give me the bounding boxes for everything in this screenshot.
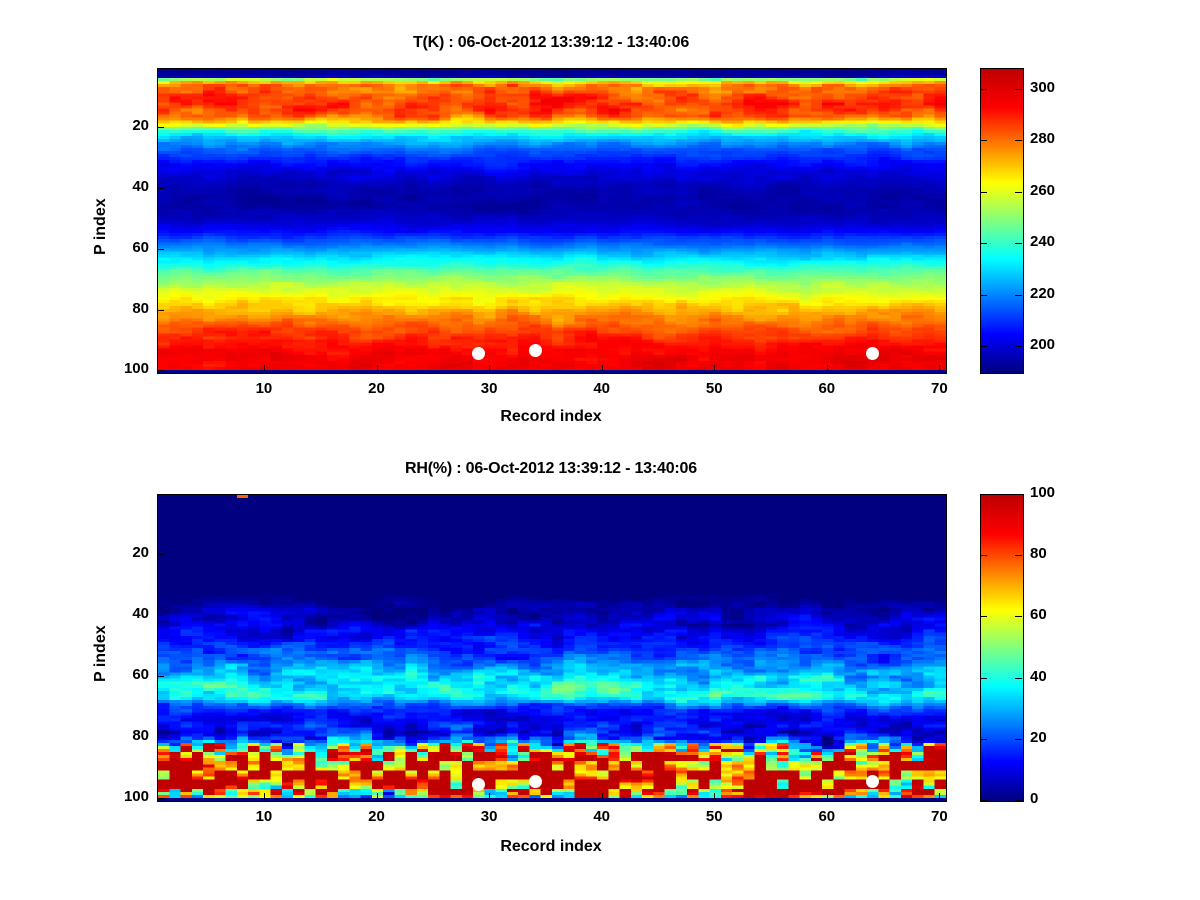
humidity-y-axis-label: P index <box>92 625 109 682</box>
colorbar-tick-label: 100 <box>1030 484 1056 501</box>
x-tick-mark <box>263 793 265 800</box>
colorbar-tick-mark <box>1015 738 1022 740</box>
x-tick-mark <box>826 365 828 372</box>
y-tick-label: 60 <box>132 666 149 684</box>
colorbar-tick-mark <box>980 555 987 557</box>
colorbar-tick-mark <box>1015 346 1022 348</box>
colorbar-tick-mark <box>1015 555 1022 557</box>
colorbar-tick-mark <box>980 88 987 90</box>
x-tick-label: 40 <box>593 380 610 397</box>
y-tick-label: 60 <box>132 238 149 256</box>
x-tick-label: 50 <box>705 808 723 825</box>
humidity-colorbar <box>980 494 1024 802</box>
y-tick-mark <box>157 798 164 800</box>
y-tick-label: 20 <box>132 543 149 561</box>
temperature-colorbar-gradient <box>981 69 1023 373</box>
y-tick-label: 80 <box>132 727 149 745</box>
x-tick-mark <box>601 793 603 800</box>
colorbar-tick-label: 220 <box>1030 284 1056 302</box>
colorbar-tick-label: 280 <box>1030 130 1056 148</box>
colorbar-tick-label: 200 <box>1030 336 1056 354</box>
colorbar-tick-label: 60 <box>1030 606 1047 624</box>
colorbar-tick-mark <box>1015 294 1022 296</box>
colorbar-tick-label: 40 <box>1030 667 1047 685</box>
colorbar-tick-label: 80 <box>1030 545 1047 563</box>
colorbar-tick-label: 20 <box>1030 728 1047 746</box>
humidity-heatmap-image <box>158 495 946 801</box>
x-tick-label: 70 <box>931 380 948 397</box>
x-tick-mark <box>714 793 716 800</box>
colorbar-tick-mark <box>980 616 987 618</box>
temperature-x-axis-label: Record index <box>500 408 602 425</box>
colorbar-tick-mark <box>980 677 987 679</box>
y-tick-label: 40 <box>132 604 149 622</box>
colorbar-tick-label: 0 <box>1030 790 1039 807</box>
temperature-heatmap-image <box>158 69 946 373</box>
temperature-plot-title: T(K) : 06-Oct-2012 13:39:12 - 13:40:06 <box>412 34 690 51</box>
y-tick-mark <box>157 370 164 372</box>
x-tick-mark <box>714 365 716 372</box>
x-tick-mark <box>939 793 941 800</box>
humidity-heatmap-axes <box>157 494 947 802</box>
x-tick-label: 10 <box>255 380 273 397</box>
y-tick-label: 80 <box>132 299 149 317</box>
x-tick-mark <box>376 793 378 800</box>
colorbar-tick-mark <box>1015 243 1022 245</box>
x-tick-mark <box>939 365 941 372</box>
x-tick-mark <box>489 365 491 372</box>
y-tick-label: 100 <box>123 788 149 806</box>
x-tick-label: 20 <box>368 808 385 825</box>
x-tick-mark <box>263 365 265 372</box>
colorbar-tick-mark <box>1015 494 1022 495</box>
colorbar-tick-mark <box>980 243 987 245</box>
colorbar-tick-label: 300 <box>1030 78 1056 96</box>
y-tick-mark <box>157 553 164 555</box>
x-tick-label: 10 <box>255 808 273 825</box>
x-tick-label: 40 <box>593 808 610 825</box>
y-tick-label: 20 <box>132 117 149 135</box>
colorbar-tick-mark <box>1015 800 1022 801</box>
x-tick-label: 30 <box>480 808 498 825</box>
colorbar-tick-label: 260 <box>1030 181 1056 199</box>
y-tick-mark <box>157 188 164 190</box>
temperature-heatmap-axes <box>157 68 947 374</box>
colorbar-tick-mark <box>1015 140 1022 142</box>
colorbar-tick-mark <box>1015 677 1022 679</box>
x-tick-mark <box>376 365 378 372</box>
colorbar-tick-mark <box>980 140 987 142</box>
x-tick-label: 70 <box>931 808 948 825</box>
humidity-plot-title: RH(%) : 06-Oct-2012 13:39:12 - 13:40:06 <box>405 460 697 477</box>
x-tick-label: 30 <box>480 380 498 397</box>
y-tick-mark <box>157 676 164 678</box>
colorbar-tick-mark <box>1015 616 1022 618</box>
colorbar-tick-mark <box>980 494 987 495</box>
x-tick-label: 50 <box>705 380 723 397</box>
colorbar-tick-mark <box>980 294 987 296</box>
y-tick-mark <box>157 127 164 129</box>
colorbar-tick-mark <box>980 191 987 193</box>
y-tick-mark <box>157 737 164 739</box>
colorbar-tick-mark <box>980 738 987 740</box>
y-tick-mark <box>157 309 164 311</box>
x-tick-mark <box>601 365 603 372</box>
colorbar-tick-label: 240 <box>1030 233 1056 251</box>
temperature-y-axis-label: P index <box>92 198 109 255</box>
colorbar-tick-mark <box>1015 191 1022 193</box>
y-tick-label: 100 <box>123 360 149 378</box>
humidity-colorbar-gradient <box>981 495 1023 801</box>
y-tick-mark <box>157 248 164 250</box>
temperature-colorbar <box>980 68 1024 374</box>
x-tick-mark <box>826 793 828 800</box>
colorbar-tick-mark <box>980 346 987 348</box>
y-tick-label: 40 <box>132 178 149 196</box>
humidity-x-axis-label: Record index <box>500 838 602 855</box>
x-tick-mark <box>489 793 491 800</box>
x-tick-label: 60 <box>818 808 836 825</box>
x-tick-label: 20 <box>368 380 385 397</box>
y-tick-mark <box>157 614 164 616</box>
colorbar-tick-mark <box>980 800 987 801</box>
colorbar-tick-mark <box>1015 88 1022 90</box>
x-tick-label: 60 <box>818 380 836 397</box>
